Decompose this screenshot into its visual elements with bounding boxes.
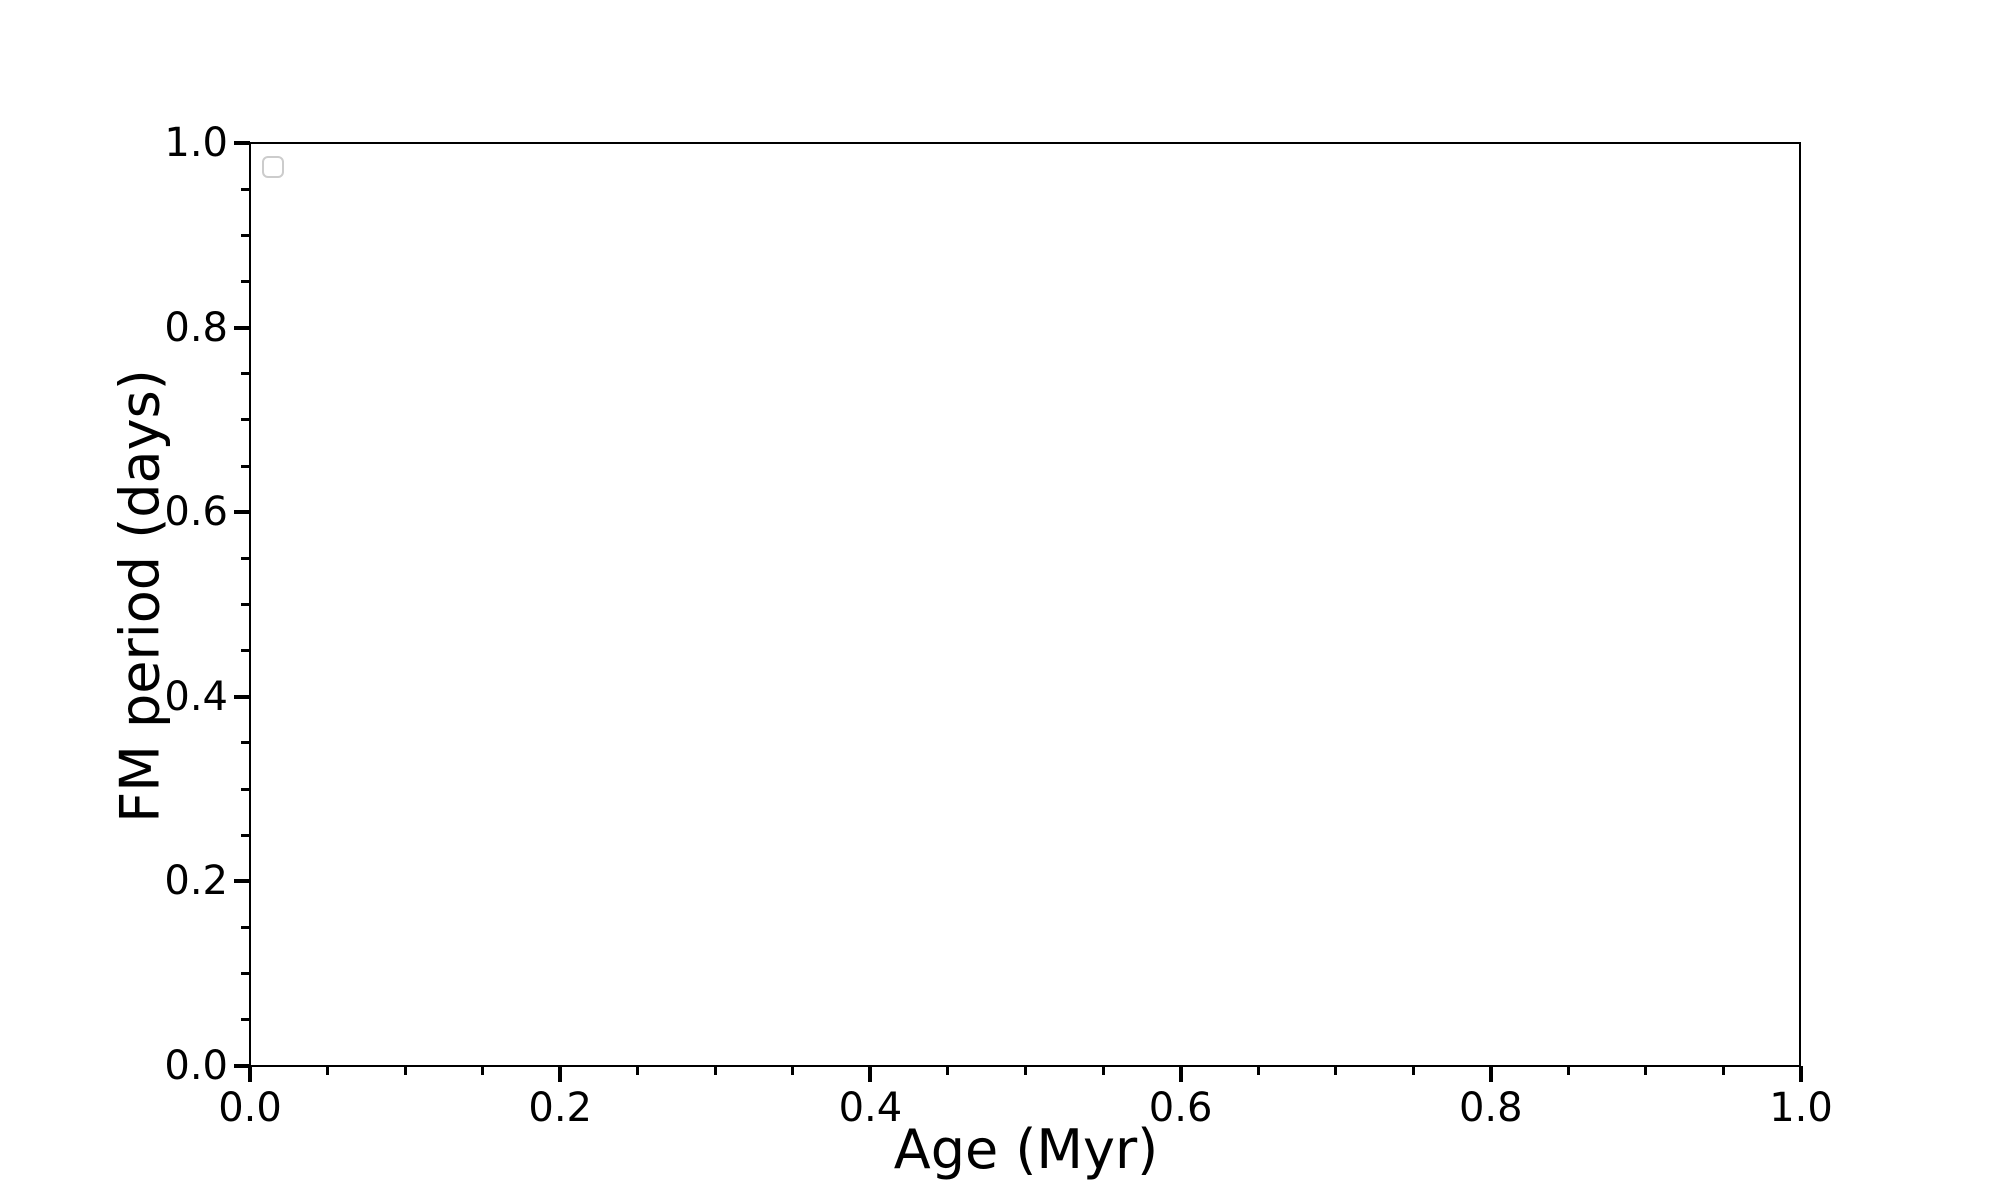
x-minor-tick [403,1066,407,1075]
y-major-tick [234,141,250,145]
y-minor-tick [241,787,250,791]
x-minor-tick [713,1066,717,1075]
x-minor-tick [1024,1066,1027,1075]
x-minor-tick [1334,1066,1338,1075]
y-minor-tick [241,1018,250,1022]
y-tick-label: 0.4 [164,673,228,720]
y-axis-label: FM period (days) [108,369,172,823]
x-minor-tick [1101,1066,1105,1075]
y-tick-label: 0.0 [164,1043,228,1089]
x-minor-tick [481,1066,485,1075]
x-minor-tick [1566,1066,1570,1075]
x-major-tick [248,1066,252,1082]
x-minor-tick [791,1066,795,1075]
y-minor-tick [241,741,250,745]
x-minor-tick [1411,1066,1415,1075]
x-major-tick [1799,1066,1803,1082]
y-minor-tick [241,464,250,468]
y-minor-tick [241,279,250,283]
x-major-tick [1488,1066,1493,1082]
x-tick-label: 0.0 [218,1085,282,1131]
x-minor-tick [1644,1066,1648,1075]
y-major-tick [234,694,250,699]
y-minor-tick [241,926,250,930]
y-minor-tick [241,603,250,606]
y-major-tick [234,1064,250,1068]
y-major-tick [234,510,250,515]
y-minor-tick [241,833,250,837]
x-minor-tick [636,1066,640,1075]
x-tick-label: 0.2 [528,1085,592,1131]
y-minor-tick [241,418,250,422]
x-major-tick [558,1066,563,1082]
y-minor-tick [241,233,250,237]
x-tick-label: 1.0 [1769,1085,1833,1131]
y-tick-label: 0.6 [164,489,228,536]
x-major-tick [1178,1066,1183,1082]
y-minor-tick [241,972,250,976]
x-tick-label: 0.4 [838,1085,903,1131]
y-minor-tick [241,187,250,191]
x-tick-label: 0.8 [1458,1085,1523,1131]
x-tick-label: 0.6 [1148,1085,1213,1131]
plot-area [249,142,1801,1067]
y-minor-tick [241,372,250,376]
x-axis-label: Age (Myr) [893,1118,1159,1181]
x-minor-tick [326,1066,330,1075]
legend-frame [262,156,284,178]
y-tick-label: 0.2 [164,858,228,905]
y-minor-tick [241,649,250,653]
x-minor-tick [1721,1066,1725,1075]
x-major-tick [868,1066,873,1082]
y-major-tick [234,879,250,884]
y-major-tick [234,325,250,330]
y-tick-label: 0.8 [164,304,228,351]
x-minor-tick [1256,1066,1260,1075]
x-minor-tick [946,1066,950,1075]
y-minor-tick [241,556,250,560]
y-tick-label: 1.0 [164,120,228,166]
